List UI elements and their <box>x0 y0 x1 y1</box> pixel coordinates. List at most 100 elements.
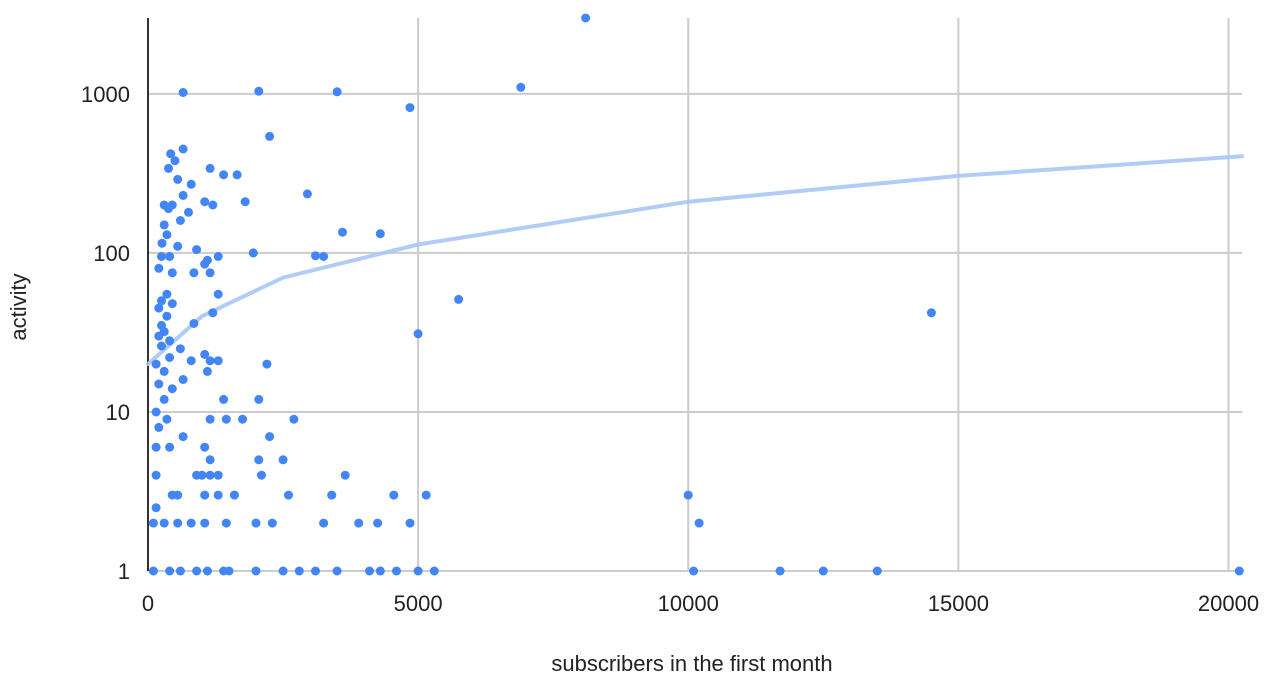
data-point <box>221 518 231 528</box>
data-point <box>213 356 223 366</box>
data-point <box>240 197 250 207</box>
data-point <box>151 470 161 480</box>
data-point <box>148 566 158 576</box>
data-point <box>165 566 175 576</box>
data-point <box>178 432 188 442</box>
data-point <box>392 566 401 576</box>
data-point <box>165 442 175 452</box>
data-point <box>219 394 229 404</box>
data-point <box>157 238 167 248</box>
data-point <box>154 379 164 389</box>
data-point <box>178 144 188 154</box>
data-point <box>208 308 218 318</box>
data-point <box>289 414 299 424</box>
data-point <box>200 518 210 528</box>
data-point <box>154 422 164 432</box>
data-point <box>689 566 699 576</box>
data-point <box>157 296 166 306</box>
data-point <box>184 207 193 217</box>
y-tick-label: 10 <box>106 400 130 425</box>
data-point <box>164 163 173 173</box>
data-point <box>165 353 175 362</box>
data-point <box>229 490 239 500</box>
data-point <box>186 179 196 189</box>
trendline-layer <box>146 154 1244 367</box>
data-point <box>164 204 173 214</box>
data-point <box>221 414 231 424</box>
data-point <box>265 131 275 141</box>
data-point <box>157 252 166 261</box>
data-point <box>232 170 242 180</box>
data-point <box>454 294 464 304</box>
data-point <box>683 490 693 500</box>
data-point <box>262 359 272 369</box>
data-point <box>219 170 229 180</box>
data-point <box>332 87 342 97</box>
data-point <box>267 518 277 528</box>
data-point <box>278 566 288 576</box>
gridlines <box>147 18 1242 572</box>
data-point <box>265 432 275 442</box>
data-point <box>413 566 423 576</box>
data-point <box>213 289 223 299</box>
data-point <box>1234 566 1244 576</box>
data-point <box>251 518 261 528</box>
data-point <box>162 414 172 424</box>
data-point <box>189 319 199 328</box>
x-tick-label: 10000 <box>658 591 719 616</box>
data-point <box>151 442 161 452</box>
x-tick-labels: 0 5000 10000 15000 20000 <box>142 591 1259 616</box>
data-point <box>170 156 180 166</box>
data-point <box>165 336 175 346</box>
x-axis-title: subscribers in the first month <box>551 651 832 676</box>
data-point <box>251 566 261 576</box>
data-point <box>178 88 188 97</box>
data-point <box>202 566 212 576</box>
data-point <box>173 174 183 184</box>
data-point <box>165 252 175 261</box>
data-point <box>159 220 169 230</box>
y-axis-title: activity <box>6 273 31 340</box>
data-point <box>175 216 185 225</box>
data-point <box>202 366 212 376</box>
data-point <box>167 268 177 278</box>
data-point <box>148 518 158 528</box>
data-point <box>818 566 828 576</box>
data-point <box>151 359 161 369</box>
data-point <box>167 299 177 309</box>
data-point <box>257 470 266 480</box>
y-tick-label: 100 <box>93 241 130 266</box>
data-point <box>254 455 264 465</box>
data-point <box>213 252 223 261</box>
data-point <box>159 366 169 376</box>
data-points <box>148 13 1244 576</box>
data-point <box>294 566 304 576</box>
data-point <box>167 384 177 394</box>
data-point <box>311 251 320 261</box>
data-point <box>200 197 210 207</box>
data-point <box>248 248 258 258</box>
data-point <box>173 518 183 528</box>
data-point <box>197 470 207 480</box>
data-point <box>224 566 234 576</box>
trendline <box>146 154 1244 367</box>
data-point <box>327 490 337 500</box>
data-point <box>254 394 264 404</box>
data-point <box>192 566 202 576</box>
y-tick-label: 1000 <box>81 82 130 107</box>
data-point <box>302 189 312 199</box>
data-point <box>332 566 342 576</box>
data-point <box>694 518 704 528</box>
data-point <box>340 470 350 480</box>
y-tick-labels: 1 10 100 1000 <box>81 82 130 584</box>
data-point <box>151 407 161 417</box>
data-point <box>429 566 439 576</box>
y-tick-label: 1 <box>118 559 130 584</box>
data-point <box>421 490 431 500</box>
data-point <box>200 490 210 500</box>
data-point <box>175 566 185 576</box>
data-point <box>284 490 293 500</box>
data-point <box>200 442 210 452</box>
data-point <box>205 268 215 278</box>
data-point <box>162 230 172 240</box>
